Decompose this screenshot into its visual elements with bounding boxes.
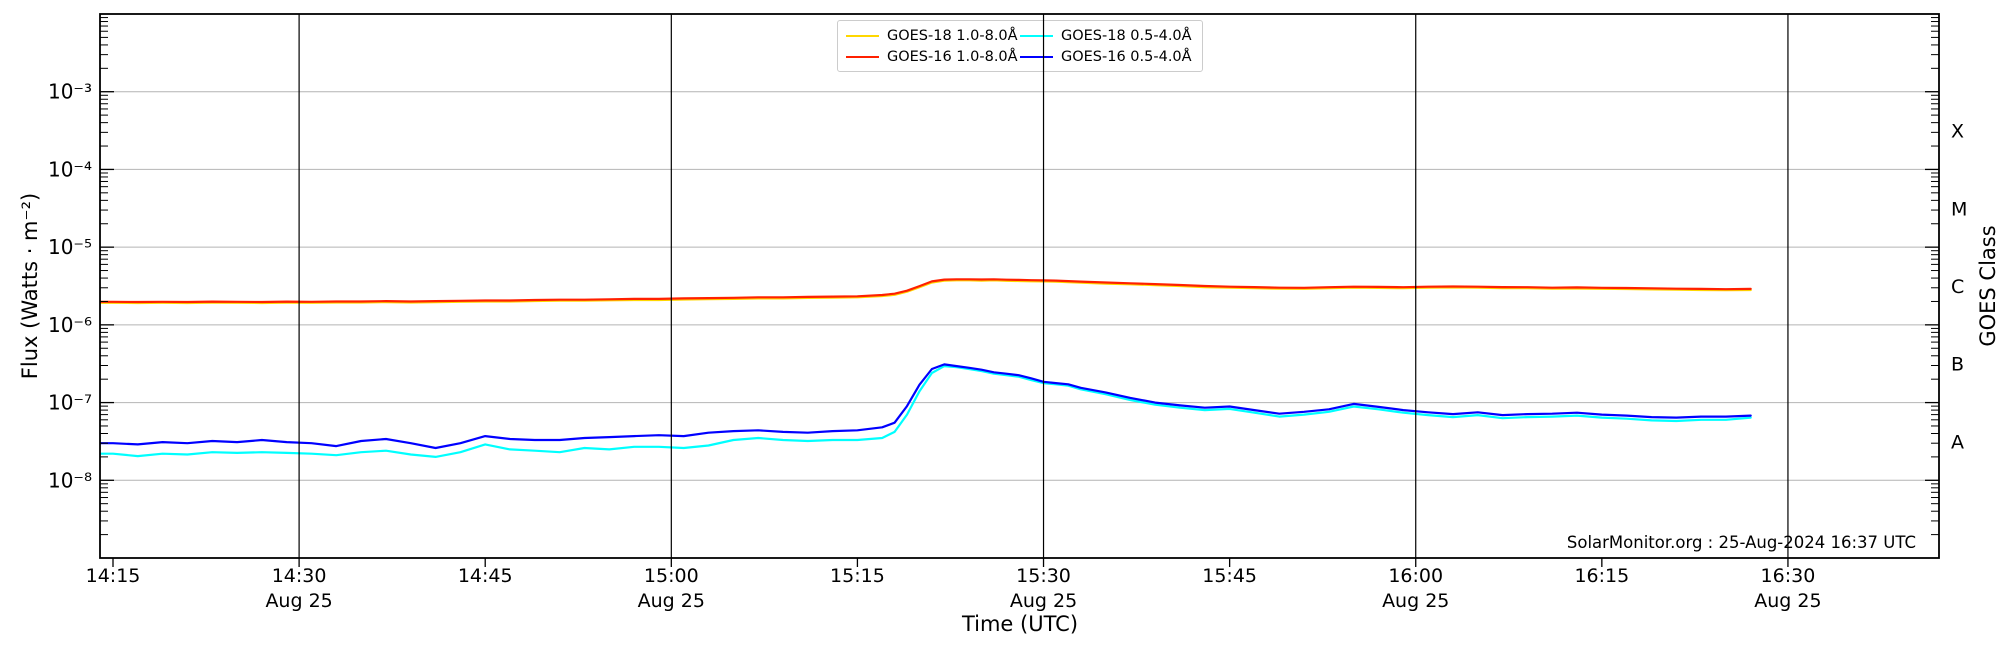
x-tick-label: 14:45 [458,565,513,587]
x-axis-title: Time (UTC) [961,612,1079,636]
x-date-label: Aug 25 [1754,590,1821,612]
y-tick-label: 10⁻³ [48,80,92,104]
goes-class-label: M [1951,198,1967,220]
x-tick-label: 16:15 [1574,565,1629,587]
y-tick-label: 10⁻⁵ [48,235,92,259]
legend-entry: GOES-18 0.5-4.0Å [1020,28,1194,44]
series-line-1 [99,279,1752,305]
legend-line-sample [846,34,879,37]
x-tick-label: 16:00 [1388,565,1443,587]
series-line-4 [99,363,1752,450]
x-tick-label: 16:30 [1761,565,1816,587]
goes-class-label: B [1951,354,1964,376]
goes-class-label: A [1951,431,1964,453]
x-tick-label: 15:45 [1202,565,1257,587]
legend-line-sample [1020,55,1053,58]
legend-entry: GOES-16 0.5-4.0Å [1020,49,1194,65]
x-tick-label: 14:15 [86,565,141,587]
y-tick-label: 10⁻⁴ [48,157,92,181]
x-tick-label: 15:00 [644,565,699,587]
legend-line-sample [846,55,879,58]
y-tick-label: 10⁻⁸ [48,468,92,492]
plot-frame [99,13,1940,559]
series-line-3 [99,365,1752,458]
x-date-label: Aug 25 [1382,590,1449,612]
x-tick-label: 15:15 [830,565,885,587]
legend-entry-label: GOES-16 0.5-4.0Å [1061,48,1192,65]
y-axis-title: Flux (Watts · m⁻²) [18,192,42,380]
legend-entry-label: GOES-18 0.5-4.0Å [1061,27,1192,44]
legend: GOES-18 1.0-8.0Å GOES-16 1.0-8.0Å GOES-1… [837,20,1203,72]
x-date-label: Aug 25 [265,590,332,612]
y-tick-label: 10⁻⁷ [48,391,92,415]
legend-line-sample [1020,34,1053,37]
x-date-label: Aug 25 [1010,590,1077,612]
x-date-label: Aug 25 [638,590,705,612]
legend-entry: GOES-18 1.0-8.0Å [846,28,1020,44]
legend-entry-label: GOES-16 1.0-8.0Å [887,48,1018,65]
x-tick-label: 14:30 [272,565,327,587]
series-line-2 [99,278,1752,304]
goes-class-label: C [1951,276,1964,298]
legend-entry-label: GOES-18 1.0-8.0Å [887,27,1018,44]
goes-class-label: X [1951,121,1964,143]
legend-entry: GOES-16 1.0-8.0Å [846,49,1020,65]
source-watermark: SolarMonitor.org : 25-Aug-2024 16:37 UTC [1566,533,1916,552]
x-tick-label: 15:30 [1016,565,1071,587]
right-axis-title: GOES Class [1976,225,2000,347]
y-tick-label: 10⁻⁶ [48,313,92,337]
